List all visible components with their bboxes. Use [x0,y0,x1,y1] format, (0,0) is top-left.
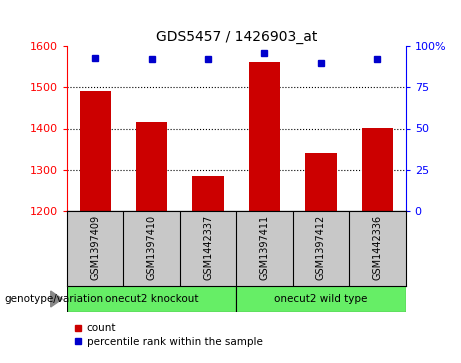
Text: GSM1397409: GSM1397409 [90,215,100,280]
Text: GSM1397412: GSM1397412 [316,215,326,280]
Legend: count, percentile rank within the sample: count, percentile rank within the sample [72,321,265,349]
Text: onecut2 knockout: onecut2 knockout [105,294,198,304]
Text: GSM1397411: GSM1397411 [260,215,270,280]
Text: GSM1442337: GSM1442337 [203,215,213,280]
Bar [249,62,280,211]
Bar [67,286,236,312]
Text: GSM1397410: GSM1397410 [147,215,157,280]
Text: onecut2 wild type: onecut2 wild type [274,294,368,304]
Bar [362,129,393,211]
Bar [80,91,111,211]
Text: GSM1442336: GSM1442336 [372,215,383,280]
Bar [136,122,167,211]
Bar [236,286,406,312]
Bar [193,176,224,211]
Title: GDS5457 / 1426903_at: GDS5457 / 1426903_at [155,30,317,44]
Bar [306,153,337,211]
Text: genotype/variation: genotype/variation [5,294,104,304]
